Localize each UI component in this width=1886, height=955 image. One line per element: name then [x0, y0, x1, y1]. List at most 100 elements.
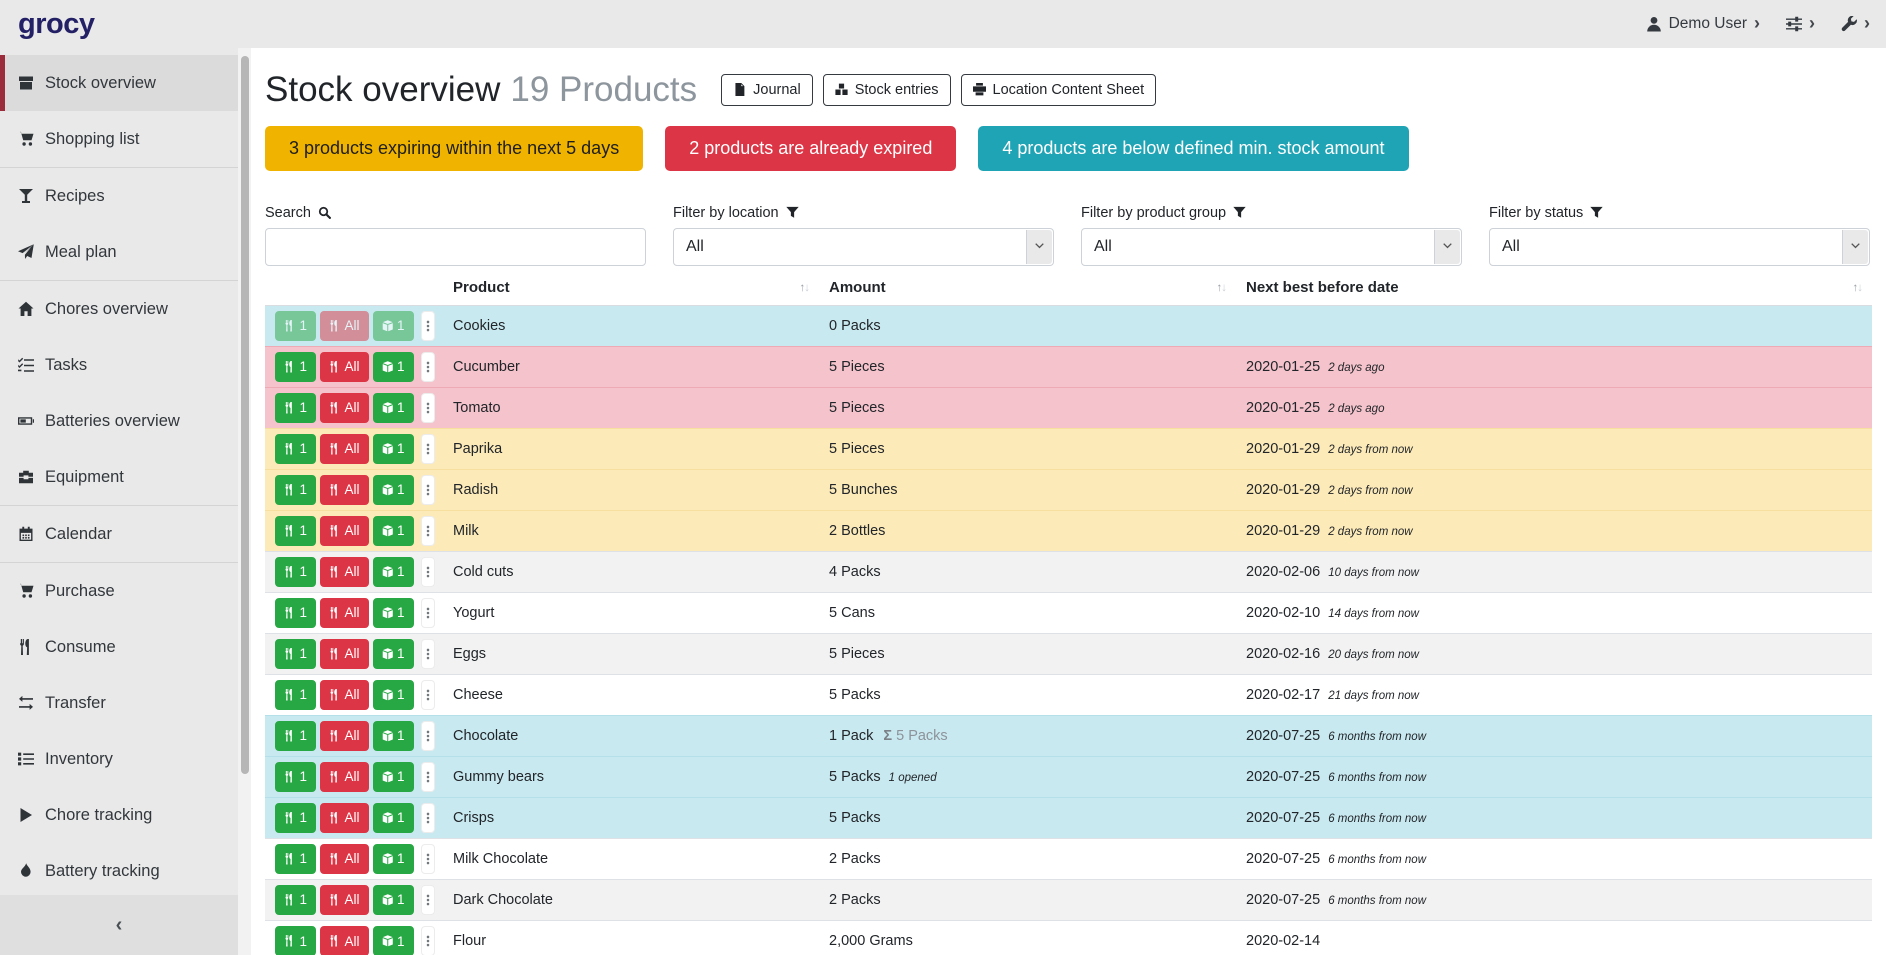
consume-one-button[interactable]: 1: [275, 598, 316, 628]
location-content-sheet-button[interactable]: Location Content Sheet: [961, 74, 1157, 106]
open-one-button[interactable]: 1: [373, 475, 414, 505]
consume-all-button[interactable]: All: [320, 844, 369, 874]
col-amount[interactable]: Amount↑↓: [819, 272, 1236, 306]
consume-one-button[interactable]: 1: [275, 721, 316, 751]
col-next-best-before-date[interactable]: Next best before date↑↓: [1236, 272, 1872, 306]
consume-one-button[interactable]: 1: [275, 557, 316, 587]
sidebar-item-tasks[interactable]: Tasks: [0, 337, 238, 393]
open-one-button[interactable]: 1: [373, 557, 414, 587]
consume-all-button[interactable]: All: [320, 434, 369, 464]
sidebar-item-transfer[interactable]: Transfer: [0, 675, 238, 731]
consume-one-button[interactable]: 1: [275, 311, 316, 341]
row-menu-button[interactable]: [421, 639, 435, 669]
admin-menu[interactable]: ›: [1841, 16, 1870, 32]
consume-one-button[interactable]: 1: [275, 926, 316, 955]
sidebar-collapse-button[interactable]: ‹: [116, 915, 123, 935]
box-icon: [18, 75, 34, 91]
consume-all-button[interactable]: All: [320, 803, 369, 833]
col-product[interactable]: Product↑↓: [443, 272, 819, 306]
amount-aggregated: Σ 5 Packs: [883, 728, 947, 744]
row-menu-button[interactable]: [421, 680, 435, 710]
sidebar-item-consume[interactable]: Consume: [0, 619, 238, 675]
status-select[interactable]: All: [1489, 228, 1870, 266]
row-menu-button[interactable]: [421, 434, 435, 464]
row-menu-button[interactable]: [421, 352, 435, 382]
consume-one-button[interactable]: 1: [275, 639, 316, 669]
consume-all-button[interactable]: All: [320, 311, 369, 341]
location-select[interactable]: All: [673, 228, 1054, 266]
sidebar-item-equipment[interactable]: Equipment: [0, 449, 238, 505]
sidebar-scrollbar[interactable]: [238, 48, 251, 955]
row-menu-button[interactable]: [421, 311, 435, 341]
consume-all-button[interactable]: All: [320, 598, 369, 628]
sidebar-item-shopping-list[interactable]: Shopping list: [0, 111, 238, 167]
sidebar-item-meal-plan[interactable]: Meal plan: [0, 224, 238, 280]
row-menu-button[interactable]: [421, 557, 435, 587]
open-one-button[interactable]: 1: [373, 926, 414, 955]
sidebar-item-chores-overview[interactable]: Chores overview: [0, 281, 238, 337]
consume-all-button[interactable]: All: [320, 885, 369, 915]
open-one-button[interactable]: 1: [373, 434, 414, 464]
sidebar-item-batteries-overview[interactable]: Batteries overview: [0, 393, 238, 449]
open-one-button[interactable]: 1: [373, 516, 414, 546]
consume-one-button[interactable]: 1: [275, 352, 316, 382]
row-menu-button[interactable]: [421, 844, 435, 874]
open-one-button[interactable]: 1: [373, 598, 414, 628]
consume-all-button[interactable]: All: [320, 926, 369, 955]
open-one-button[interactable]: 1: [373, 352, 414, 382]
consume-one-button[interactable]: 1: [275, 680, 316, 710]
stock-entries-button[interactable]: Stock entries: [823, 74, 951, 106]
row-menu-button[interactable]: [421, 803, 435, 833]
user-menu[interactable]: Demo User ›: [1646, 15, 1760, 33]
journal-button[interactable]: Journal: [721, 74, 813, 106]
consume-all-button[interactable]: All: [320, 516, 369, 546]
date-value: 2020-07-25: [1246, 851, 1320, 867]
sidebar-item-inventory[interactable]: Inventory: [0, 731, 238, 787]
open-one-button[interactable]: 1: [373, 680, 414, 710]
open-one-button[interactable]: 1: [373, 311, 414, 341]
sidebar-item-recipes[interactable]: Recipes: [0, 168, 238, 224]
consume-one-button[interactable]: 1: [275, 885, 316, 915]
settings-menu[interactable]: ›: [1786, 16, 1815, 32]
consume-one-button[interactable]: 1: [275, 516, 316, 546]
row-menu-button[interactable]: [421, 393, 435, 423]
consume-one-button[interactable]: 1: [275, 475, 316, 505]
sidebar-item-chore-tracking[interactable]: Chore tracking: [0, 787, 238, 843]
open-one-button[interactable]: 1: [373, 639, 414, 669]
open-one-button[interactable]: 1: [373, 393, 414, 423]
consume-all-button[interactable]: All: [320, 680, 369, 710]
row-menu-button[interactable]: [421, 475, 435, 505]
search-input[interactable]: [265, 228, 646, 266]
sidebar-item-stock-overview[interactable]: Stock overview: [0, 55, 238, 111]
row-menu-button[interactable]: [421, 885, 435, 915]
open-one-button[interactable]: 1: [373, 762, 414, 792]
row-menu-button[interactable]: [421, 926, 435, 955]
row-menu-button[interactable]: [421, 516, 435, 546]
consume-all-button[interactable]: All: [320, 352, 369, 382]
product-group-select[interactable]: All: [1081, 228, 1462, 266]
open-one-button[interactable]: 1: [373, 844, 414, 874]
consume-one-button[interactable]: 1: [275, 844, 316, 874]
sidebar-item-battery-tracking[interactable]: Battery tracking: [0, 843, 238, 899]
row-menu-button[interactable]: [421, 721, 435, 751]
consume-all-button[interactable]: All: [320, 557, 369, 587]
consume-one-button[interactable]: 1: [275, 762, 316, 792]
consume-all-button[interactable]: All: [320, 762, 369, 792]
consume-one-button[interactable]: 1: [275, 393, 316, 423]
box-open-icon: [382, 730, 394, 742]
row-menu-button[interactable]: [421, 598, 435, 628]
consume-all-button[interactable]: All: [320, 721, 369, 751]
consume-all-button[interactable]: All: [320, 393, 369, 423]
row-menu-button[interactable]: [421, 762, 435, 792]
consume-one-button[interactable]: 1: [275, 803, 316, 833]
open-one-button[interactable]: 1: [373, 885, 414, 915]
consume-all-button[interactable]: All: [320, 639, 369, 669]
open-one-button[interactable]: 1: [373, 721, 414, 751]
grocy-logo[interactable]: grocy: [18, 8, 94, 41]
sidebar-item-calendar[interactable]: Calendar: [0, 506, 238, 562]
consume-all-button[interactable]: All: [320, 475, 369, 505]
scrollbar-thumb[interactable]: [241, 56, 249, 774]
sidebar-item-purchase[interactable]: Purchase: [0, 563, 238, 619]
consume-one-button[interactable]: 1: [275, 434, 316, 464]
open-one-button[interactable]: 1: [373, 803, 414, 833]
